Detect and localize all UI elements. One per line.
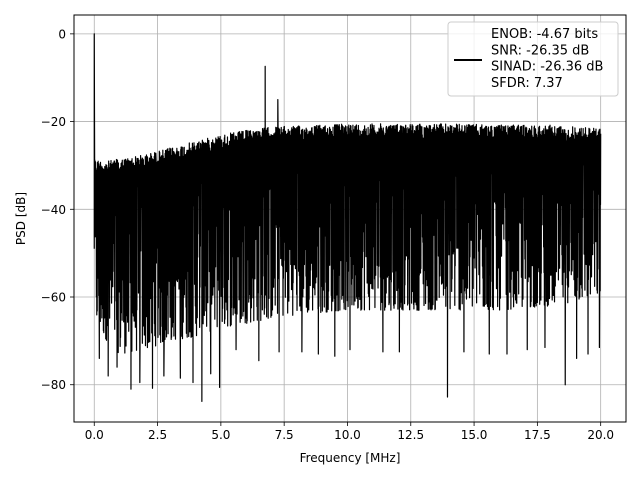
legend: ENOB: -4.67 bits SNR: -26.35 dB SINAD: -… <box>447 21 619 97</box>
y-tick-label: −60 <box>41 291 66 305</box>
x-tick-label: 5.0 <box>211 428 230 442</box>
legend-entry-snr: SNR: -26.35 dB <box>491 43 589 58</box>
y-tick-label: −20 <box>41 115 66 129</box>
plot-area <box>93 33 602 402</box>
x-tick-label: 12.5 <box>397 428 424 442</box>
axis-ticks: 0.0 2.5 5.0 7.5 10.0 12.5 15.0 17.5 20.0 0 −20 −40 −… <box>41 27 614 442</box>
psd-series-line <box>93 33 602 402</box>
x-tick-label: 2.5 <box>148 428 167 442</box>
legend-box <box>447 21 619 97</box>
y-tick-label: −40 <box>41 203 66 217</box>
legend-entry-enob: ENOB: -4.67 bits <box>491 27 598 42</box>
axes-frame <box>73 14 627 423</box>
x-tick-label: 0.0 <box>85 428 104 442</box>
y-tick-label: −80 <box>41 378 66 392</box>
y-axis-label: PSD [dB] <box>14 192 28 245</box>
x-tick-label: 17.5 <box>524 428 551 442</box>
legend-entry-sinad: SINAD: -26.36 dB <box>491 60 603 75</box>
x-axis-label: Frequency [MHz] <box>300 451 401 465</box>
legend-entry-sfdr: SFDR: 7.37 <box>491 76 563 91</box>
y-tick-label: 0 <box>58 27 66 41</box>
x-tick-label: 15.0 <box>461 428 488 442</box>
x-tick-label: 7.5 <box>275 428 294 442</box>
x-tick-label: 20.0 <box>587 428 614 442</box>
x-tick-label: 10.0 <box>334 428 361 442</box>
